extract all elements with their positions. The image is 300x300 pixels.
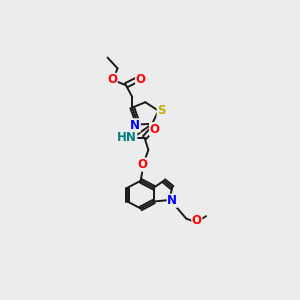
- Text: S: S: [157, 104, 166, 117]
- Text: N: N: [167, 194, 177, 207]
- Text: O: O: [137, 158, 147, 171]
- Text: N: N: [130, 119, 140, 132]
- Text: O: O: [107, 74, 117, 86]
- Text: O: O: [192, 214, 202, 227]
- Text: O: O: [136, 73, 146, 85]
- Text: O: O: [149, 123, 160, 136]
- Text: HN: HN: [117, 131, 137, 144]
